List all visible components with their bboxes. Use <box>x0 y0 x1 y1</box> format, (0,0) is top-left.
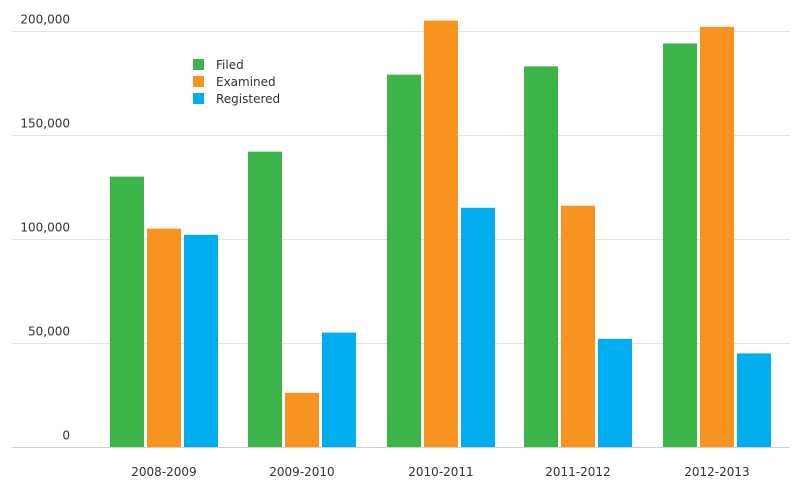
bar-registered-2008-2009 <box>184 234 218 447</box>
x-tick-label: 2012-2013 <box>684 465 749 479</box>
x-tick-label: 2011-2012 <box>545 465 610 479</box>
bar-examined-2011-2012 <box>561 205 595 447</box>
x-tick-label: 2009-2010 <box>269 465 334 479</box>
bar-filed-2012-2013 <box>663 43 697 447</box>
bar-registered-2011-2012 <box>598 338 632 447</box>
x-tick-label: 2008-2009 <box>131 465 196 479</box>
bar-filed-2009-2010 <box>248 151 282 447</box>
y-axis-ticks: 0 50,000 100,000 150,000 200,000 <box>20 13 70 443</box>
legend-label-filed: Filed <box>216 58 244 72</box>
bar-examined-2010-2011 <box>424 20 458 447</box>
bar-examined-2008-2009 <box>147 228 181 447</box>
bar-filed-2011-2012 <box>524 66 558 448</box>
x-axis-ticks: 2008-2009 2009-2010 2010-2011 2011-2012 2012… <box>131 465 749 479</box>
y-tick-label: 50,000 <box>28 325 70 339</box>
bars <box>110 20 771 448</box>
x-tick-label: 2010-2011 <box>408 465 473 479</box>
legend-swatch-filed <box>193 59 204 70</box>
y-tick-label: 150,000 <box>20 117 70 131</box>
bar-registered-2009-2010 <box>322 332 356 447</box>
bar-registered-2012-2013 <box>737 353 771 447</box>
legend-swatch-registered <box>193 93 204 104</box>
legend: Filed Examined Registered <box>193 58 280 106</box>
bar-filed-2010-2011 <box>387 74 421 448</box>
bar-registered-2010-2011 <box>461 207 495 447</box>
bar-filed-2008-2009 <box>110 176 144 447</box>
y-tick-label: 0 <box>62 429 70 443</box>
bar-examined-2012-2013 <box>700 26 734 448</box>
legend-label-examined: Examined <box>216 75 276 89</box>
legend-label-registered: Registered <box>216 92 280 106</box>
legend-swatch-examined <box>193 76 204 87</box>
y-tick-label: 100,000 <box>20 221 70 235</box>
bar-examined-2009-2010 <box>285 392 319 447</box>
y-tick-label: 200,000 <box>20 13 70 27</box>
